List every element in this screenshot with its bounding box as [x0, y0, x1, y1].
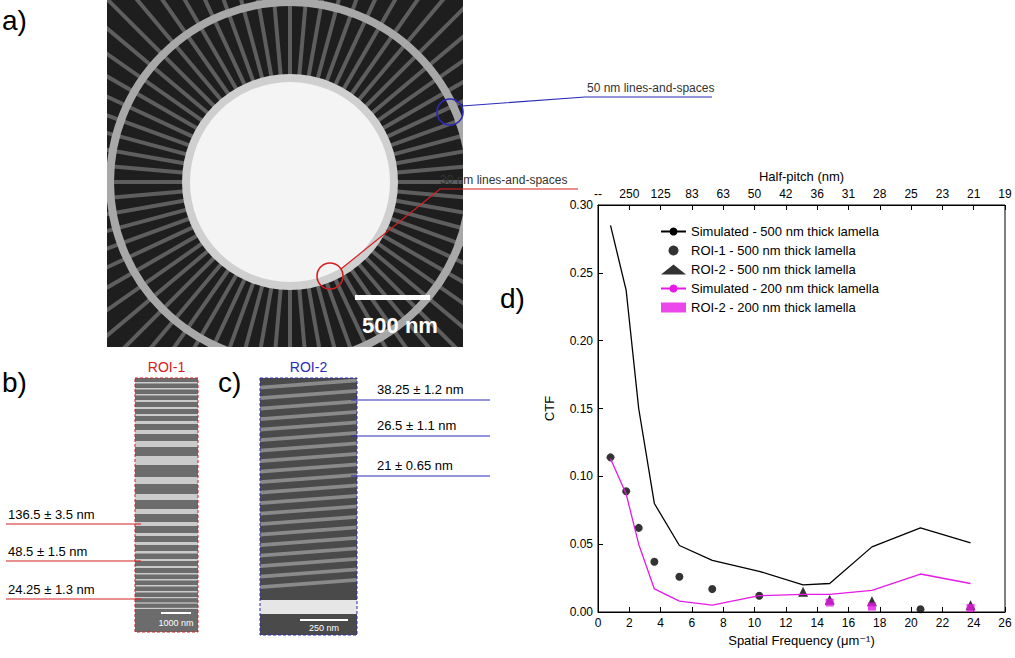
svg-text:ROI-1 - 500 nm thick lamella: ROI-1 - 500 nm thick lamella	[691, 243, 856, 258]
svg-text:25: 25	[904, 187, 918, 201]
svg-text:63: 63	[717, 187, 731, 201]
svg-text:12: 12	[779, 616, 793, 630]
svg-text:42: 42	[779, 187, 793, 201]
svg-text:28: 28	[873, 187, 887, 201]
svg-text:18: 18	[873, 616, 887, 630]
svg-text:ROI-2 - 200 nm thick lamella: ROI-2 - 200 nm thick lamella	[691, 300, 856, 315]
svg-text:50: 50	[748, 187, 762, 201]
svg-text:1000 nm: 1000 nm	[158, 618, 193, 628]
svg-text:--: --	[594, 187, 602, 201]
svg-text:b): b)	[2, 367, 27, 398]
svg-text:0.10: 0.10	[570, 469, 594, 483]
svg-text:26.5 ± 1.1 nm: 26.5 ± 1.1 nm	[377, 418, 456, 433]
svg-text:0.05: 0.05	[570, 537, 594, 551]
svg-text:4: 4	[657, 616, 664, 630]
svg-text:31: 31	[842, 187, 856, 201]
svg-text:30 nm lines-and-spaces: 30 nm lines-and-spaces	[440, 173, 567, 187]
svg-text:6: 6	[689, 616, 696, 630]
svg-text:Spatial Frequency (μm⁻¹): Spatial Frequency (μm⁻¹)	[728, 633, 875, 648]
svg-text:2: 2	[626, 616, 633, 630]
svg-text:22: 22	[936, 616, 950, 630]
svg-text:ROI-1: ROI-1	[148, 359, 186, 375]
svg-text:Half-pitch (nm): Half-pitch (nm)	[759, 169, 844, 184]
svg-text:0.15: 0.15	[570, 402, 594, 416]
svg-text:250: 250	[619, 187, 639, 201]
svg-text:0: 0	[595, 616, 602, 630]
svg-text:10: 10	[748, 616, 762, 630]
svg-text:0.25: 0.25	[570, 266, 594, 280]
svg-text:36: 36	[810, 187, 824, 201]
svg-text:48.5 ± 1.5 nm: 48.5 ± 1.5 nm	[8, 544, 87, 559]
svg-text:21 ± 0.65 nm: 21 ± 0.65 nm	[377, 458, 453, 473]
svg-text:0.30: 0.30	[570, 198, 594, 212]
svg-text:0.00: 0.00	[570, 605, 594, 619]
svg-text:24: 24	[967, 616, 981, 630]
svg-text:CTF: CTF	[542, 396, 557, 421]
svg-text:21: 21	[967, 187, 981, 201]
svg-text:Simulated - 200 nm thick lamel: Simulated - 200 nm thick lamella	[691, 281, 880, 296]
svg-text:50 nm lines-and-spaces: 50 nm lines-and-spaces	[587, 81, 714, 95]
svg-text:0.20: 0.20	[570, 334, 594, 348]
svg-text:ROI-2: ROI-2	[290, 359, 328, 375]
svg-text:250 nm: 250 nm	[309, 623, 339, 633]
svg-text:23: 23	[936, 187, 950, 201]
svg-text:Simulated - 500 nm thick lamel: Simulated - 500 nm thick lamella	[691, 224, 880, 239]
svg-text:ROI-2 - 500 nm thick lamella: ROI-2 - 500 nm thick lamella	[691, 262, 856, 277]
svg-text:125: 125	[651, 187, 671, 201]
svg-text:136.5 ± 3.5 nm: 136.5 ± 3.5 nm	[8, 507, 95, 522]
svg-text:14: 14	[810, 616, 824, 630]
svg-text:24.25 ± 1.3 nm: 24.25 ± 1.3 nm	[8, 582, 95, 597]
svg-text:16: 16	[842, 616, 856, 630]
svg-text:c): c)	[218, 367, 241, 398]
svg-text:500 nm: 500 nm	[362, 313, 438, 338]
svg-text:26: 26	[998, 616, 1012, 630]
svg-text:20: 20	[904, 616, 918, 630]
svg-text:83: 83	[685, 187, 699, 201]
svg-text:d): d)	[500, 283, 525, 314]
svg-text:a): a)	[2, 5, 27, 36]
svg-text:38.25 ± 1.2 nm: 38.25 ± 1.2 nm	[377, 382, 464, 397]
svg-text:8: 8	[720, 616, 727, 630]
svg-text:19: 19	[998, 187, 1012, 201]
